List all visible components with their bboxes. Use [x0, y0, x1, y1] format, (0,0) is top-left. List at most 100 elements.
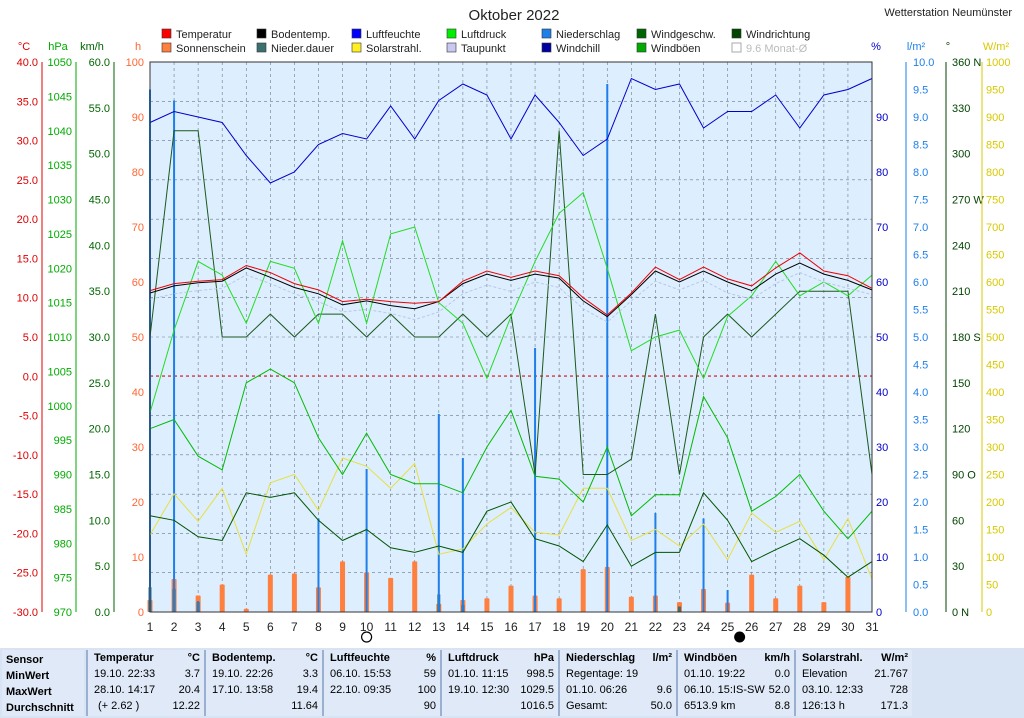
pressure-axis-tick: 1015	[48, 298, 72, 310]
solar-axis-tick: 550	[986, 305, 1004, 317]
stats-soil-min-date: 19.10. 22:26	[212, 668, 274, 680]
stats-label-min: MinWert	[6, 670, 50, 682]
stats-rain-line2-date: 01.10. 06:26	[566, 684, 628, 696]
pressure-axis-tick: 1030	[48, 195, 72, 207]
solar-axis-tick: 500	[986, 332, 1004, 344]
day-axis-tick: 15	[480, 620, 494, 634]
moon-phases	[361, 631, 746, 643]
temp-axis-unit: °C	[18, 41, 30, 53]
humidity-axis-tick: 20	[876, 497, 888, 509]
pressure-axis-tick: 1040	[48, 126, 72, 138]
day-axis-tick: 31	[865, 620, 879, 634]
temp-axis-tick: 5.0	[23, 332, 38, 344]
hours-axis-tick: 50	[132, 332, 144, 344]
pressure-axis-tick: 1005	[48, 366, 72, 378]
stats-gust-head: Windböen	[684, 652, 738, 664]
stats-hum-max: 100	[417, 684, 436, 696]
rain-axis-tick: 2.0	[913, 497, 928, 509]
solar-line	[149, 457, 873, 580]
legend-swatch	[446, 28, 457, 39]
rain-axis-tick: 4.0	[913, 387, 928, 399]
legend-label: Niederschlag	[556, 29, 620, 41]
weather-chart: 40.035.030.025.020.015.010.05.00.0-5.0-1…	[12, 7, 1013, 643]
direction-axis-tick: 270 W	[952, 195, 984, 207]
rain-axis-tick: 5.5	[913, 305, 928, 317]
wind-axis-tick: 40.0	[89, 240, 110, 252]
stats-col-soil: Bodentemp. °C 19.10. 22:26 3.3 17.10. 13…	[204, 650, 322, 716]
legend-swatch	[351, 42, 362, 53]
chart-title: Oktober 2022	[469, 7, 560, 24]
stats-solar-line2: 728	[889, 684, 908, 696]
hours-axis-tick: 40	[132, 387, 144, 399]
temp-axis-tick: 10.0	[17, 293, 38, 305]
pressure-axis-unit: hPa	[48, 41, 68, 53]
solar-axis-tick: 150	[986, 525, 1004, 537]
humidity-axis-tick: 0	[876, 607, 882, 619]
temperature-line	[149, 252, 873, 316]
wind-axis-tick: 10.0	[89, 515, 110, 527]
axis-layer: 40.035.030.025.020.015.010.05.00.0-5.0-1…	[13, 41, 1011, 634]
stats-gust-avg-note: 6513.9 km	[684, 700, 736, 712]
solar-axis-tick: 100	[986, 552, 1004, 564]
stats-hum-min-date: 06.10. 15:53	[330, 668, 392, 680]
legend-swatch	[636, 42, 647, 53]
pressure-axis-tick: 1050	[48, 57, 72, 69]
direction-axis-tick: 120	[952, 424, 970, 436]
solar-axis-tick: 600	[986, 277, 1004, 289]
rain-axis-tick: 3.0	[913, 442, 928, 454]
wind-axis-tick: 55.0	[89, 103, 110, 115]
rain-bar	[702, 518, 705, 612]
stats-col-rain: Niederschlag l/m² Regentage: 19 01.10. 0…	[558, 650, 676, 716]
pressure-axis-tick: 995	[54, 435, 72, 447]
day-axis-tick: 27	[769, 620, 783, 634]
legend-swatch	[731, 28, 742, 39]
temp-axis-tick: -20.0	[13, 528, 38, 540]
humidity-axis-tick: 40	[876, 387, 888, 399]
solar-axis-tick: 350	[986, 415, 1004, 427]
day-axis-tick: 22	[649, 620, 663, 634]
solar-axis-tick: 0	[986, 607, 992, 619]
legend-label: Nieder.dauer	[271, 43, 334, 55]
legend-label: Windchill	[556, 43, 600, 55]
day-axis-tick: 4	[219, 620, 226, 634]
stats-press-min: 998.5	[526, 668, 554, 680]
rain-bar	[606, 84, 609, 612]
solar-axis-tick: 400	[986, 387, 1004, 399]
sunshine-bar	[412, 561, 418, 612]
stats-soil-max: 19.4	[296, 684, 318, 696]
direction-axis-tick: 60	[952, 515, 964, 527]
wind-axis-tick: 45.0	[89, 195, 110, 207]
sunshine-bar	[749, 574, 755, 612]
direction-axis-tick: 150	[952, 378, 970, 390]
pressure-axis-tick: 1000	[48, 401, 72, 413]
humidity-axis-tick: 30	[876, 442, 888, 454]
stats-hum-max-date: 22.10. 09:35	[330, 684, 392, 696]
solar-axis-unit: W/m²	[983, 41, 1010, 53]
rain-axis-tick: 6.5	[913, 250, 928, 262]
stats-soil-max-date: 17.10. 13:58	[212, 684, 274, 696]
legend-swatch	[256, 28, 267, 39]
rain-bar	[173, 100, 176, 612]
stats-temp-max: 20.4	[178, 684, 200, 696]
day-axis-tick: 5	[243, 620, 250, 634]
sunshine-bar	[340, 561, 346, 612]
solar-axis-tick: 950	[986, 85, 1004, 97]
rain-axis-tick: 10.0	[913, 57, 934, 69]
legend-swatch	[541, 28, 552, 39]
hours-axis-tick: 30	[132, 442, 144, 454]
legend-label: Windböen	[651, 43, 701, 55]
stats-temp-head: Temperatur	[94, 652, 154, 664]
stats-press-unit: hPa	[533, 652, 554, 664]
sunshine-bar	[388, 577, 394, 612]
humidity-axis-tick: 80	[876, 167, 888, 179]
stats-solar-line3: 171.3	[880, 700, 908, 712]
stats-label-max: MaxWert	[6, 686, 52, 698]
stats-rain-unit: l/m²	[652, 652, 672, 664]
legend-swatch	[256, 42, 267, 53]
day-axis-tick: 24	[697, 620, 711, 634]
sunshine-bar	[845, 576, 851, 612]
soil-temp-line	[149, 262, 873, 318]
pressure-axis-tick: 985	[54, 504, 72, 516]
legend-swatch	[731, 42, 742, 53]
stats-col-labels: Sensor MinWert MaxWert Durchschnitt	[2, 650, 84, 716]
